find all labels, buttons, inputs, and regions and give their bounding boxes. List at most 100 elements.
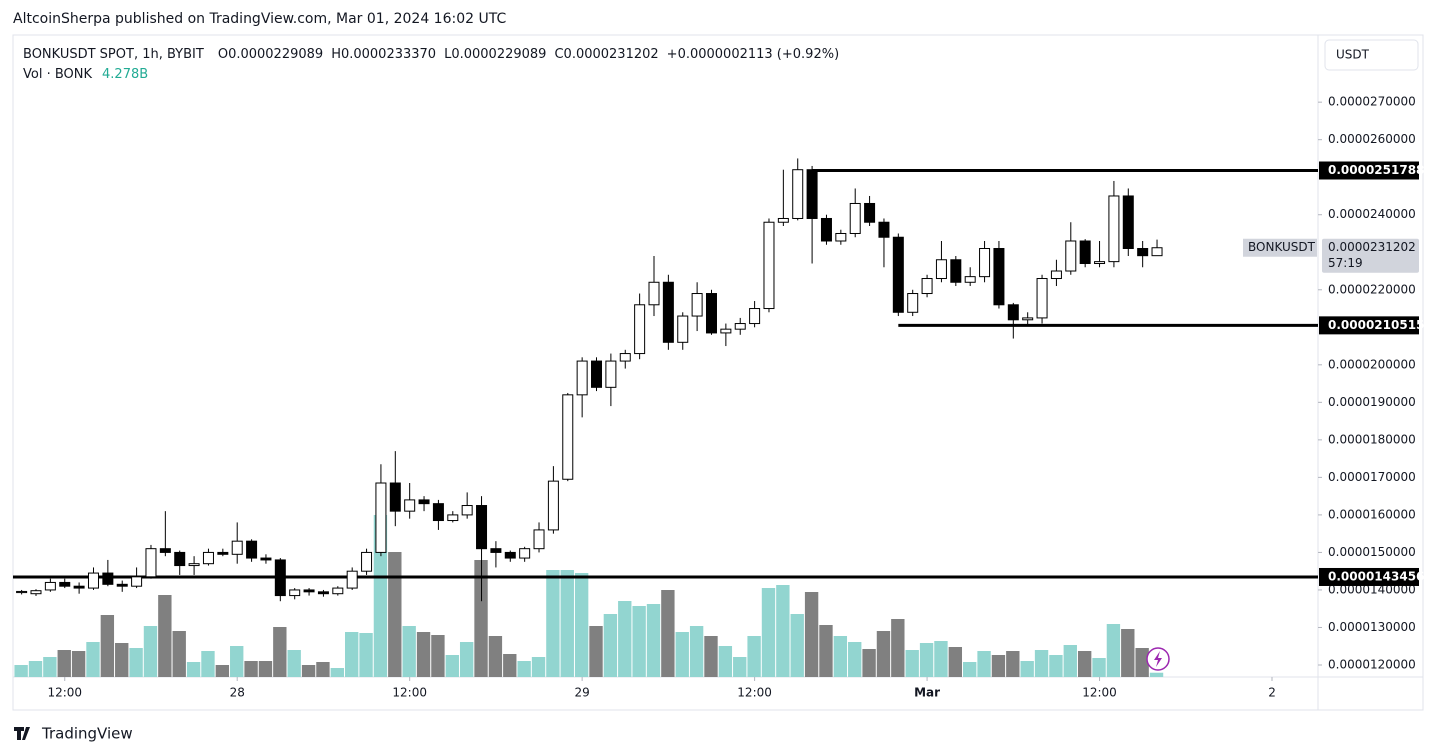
candle-body: [317, 591, 329, 595]
volume-bar: [1034, 650, 1049, 677]
volume-bar: [416, 632, 431, 677]
candle-body: [504, 551, 516, 559]
ohlc-value: 0.0000229089: [228, 47, 323, 62]
volume-bar: [230, 646, 244, 677]
candle-body: [346, 570, 358, 589]
volume-pane: [14, 515, 1164, 677]
currency[interactable]: USDT: [1336, 48, 1370, 62]
volume-bar: [991, 655, 1006, 677]
volume-bar: [747, 636, 761, 677]
ohlc-key: H: [331, 47, 341, 62]
volume-bar: [359, 633, 373, 677]
candle-body: [59, 581, 71, 587]
volume-bar: [431, 635, 445, 677]
candle-body: [849, 202, 861, 234]
y-tick-label: 0.0000270000: [1328, 95, 1416, 109]
candle-body: [820, 217, 832, 242]
candle-body: [131, 576, 143, 587]
level-tag: [1319, 161, 1419, 180]
candle-body: [835, 232, 847, 242]
candle-body: [533, 529, 545, 550]
volume-bar: [862, 649, 876, 677]
candle-body: [634, 304, 646, 355]
x-tick-label: 29: [575, 686, 590, 700]
y-tick-label: 0.0000120000: [1328, 657, 1416, 671]
volume-bar: [1063, 645, 1077, 677]
candle-body: [476, 505, 488, 550]
volume-bar: [301, 665, 316, 677]
volume-bar: [891, 619, 905, 677]
volume-bar: [905, 650, 919, 677]
volume-bar: [201, 651, 215, 677]
legend-line: BONKUSDT SPOT, 1h, BYBIT O0.0000229089 H0.…: [23, 47, 839, 62]
candle-body: [303, 589, 315, 593]
x-tick-label: 12:00: [737, 686, 772, 700]
volume-bar: [1149, 672, 1164, 677]
candle-body: [159, 548, 171, 553]
candle-body: [993, 247, 1005, 306]
volume-bar: [316, 662, 330, 677]
page-header: AltcoinSherpa published on TradingView.c…: [13, 11, 506, 27]
candle-body: [1065, 240, 1077, 272]
volume-bar: [186, 662, 201, 677]
price-pane: 0.00001200000.00001300000.00001400000.00…: [13, 95, 1424, 700]
candle-body: [562, 394, 574, 480]
volume-bar: [646, 604, 661, 677]
candle-body: [591, 360, 603, 388]
volume-bar: [115, 643, 129, 677]
candle-body: [375, 482, 387, 553]
volume-bar: [488, 636, 503, 677]
ohlc-key: C: [554, 47, 563, 62]
volume-bar: [632, 606, 646, 677]
volume-bar: [574, 573, 589, 677]
candle-body: [260, 557, 272, 561]
change: +0.0000002113 (+0.92%): [667, 47, 839, 62]
legend: BONKUSDT SPOT, 1h, BYBIT O0.0000229089 H0.…: [23, 47, 839, 82]
candle-body: [907, 293, 919, 313]
volume-bar: [258, 661, 273, 677]
x-tick-label: Mar: [914, 686, 940, 700]
candle-body: [389, 482, 401, 512]
volume-bar: [560, 570, 574, 677]
volume-bar: [919, 643, 934, 677]
level-label: 0.0000251788: [1328, 163, 1424, 177]
y-tick-label: 0.0000240000: [1328, 207, 1416, 221]
candle-body: [519, 548, 531, 559]
candle-body: [332, 587, 344, 595]
alert-bolt: [1154, 651, 1162, 667]
candle-body: [950, 259, 962, 283]
candle-body: [878, 221, 890, 238]
level-tag: [1319, 567, 1419, 586]
volume-bar: [1135, 648, 1149, 677]
candle-body: [1108, 195, 1120, 263]
ohlc-value: 0.0000229089: [451, 47, 546, 62]
y-tick-label: 0.0000200000: [1328, 357, 1416, 371]
candle-body: [361, 551, 373, 572]
volume-bar: [934, 641, 948, 677]
candle-body: [274, 559, 286, 597]
volume-bar: [776, 585, 790, 677]
volume-bar: [589, 626, 603, 677]
candle-body: [619, 353, 631, 362]
volume-bar: [689, 626, 704, 677]
y-tick-label: 0.0000160000: [1328, 507, 1416, 521]
candle-body: [576, 360, 588, 396]
candle-body: [461, 505, 473, 516]
y-tick-label: 0.0000220000: [1328, 282, 1416, 296]
volume-bar: [172, 631, 186, 677]
volume-bar: [474, 560, 488, 677]
y-tick-label: 0.0000150000: [1328, 545, 1416, 559]
chart-frame: [12, 34, 1424, 711]
volume-bar: [546, 570, 560, 677]
y-tick-label: 0.0000260000: [1328, 132, 1416, 146]
volume-bar: [790, 614, 804, 677]
volume-bar: [28, 661, 43, 677]
candle-body: [677, 315, 689, 343]
volume-bar: [100, 615, 115, 677]
currency-button[interactable]: [1324, 39, 1419, 71]
candle-body: [73, 585, 85, 589]
price-tag: 0.0000231202: [1328, 240, 1416, 254]
volume-bar: [618, 601, 632, 677]
volume-bar: [373, 515, 388, 677]
